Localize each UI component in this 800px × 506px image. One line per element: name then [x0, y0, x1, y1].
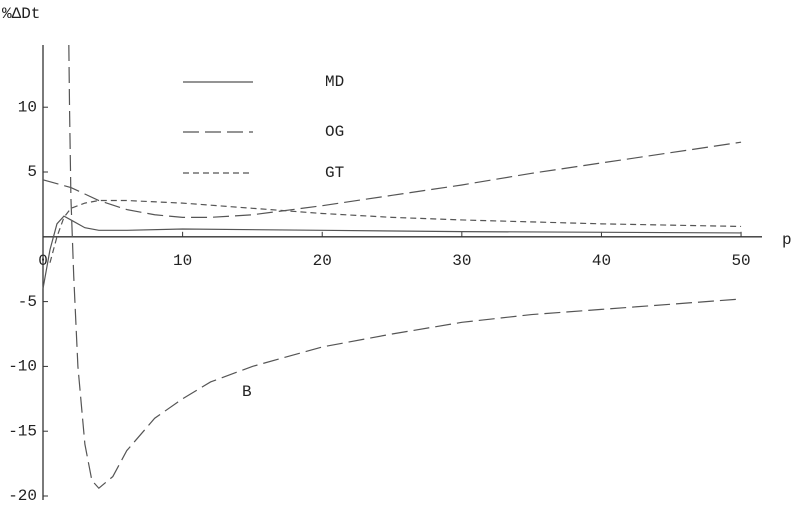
legend-label: MD	[325, 73, 344, 91]
x-tick-label: 0	[38, 252, 48, 270]
y-tick-label: -10	[8, 358, 37, 376]
x-tick-label: 20	[313, 252, 332, 270]
y-axis-label: %ΔDt	[2, 5, 40, 23]
legend-label: OG	[325, 123, 344, 141]
y-tick-label: 5	[27, 163, 37, 181]
y-tick-label: 10	[18, 98, 37, 116]
line-series	[49, 199, 742, 263]
line-series	[42, 215, 742, 289]
x-tick-label: 30	[452, 252, 471, 270]
x-axis-label: p	[782, 231, 792, 249]
y-tick-label: -15	[8, 422, 37, 440]
x-tick-label: 10	[173, 252, 192, 270]
legend-label: GT	[325, 164, 344, 182]
line-series	[42, 141, 742, 218]
x-tick-label: 50	[731, 252, 750, 270]
x-tick-label: 40	[592, 252, 611, 270]
y-tick-label: -20	[8, 487, 37, 505]
line-series	[68, 44, 742, 490]
y-tick-label: -5	[18, 293, 37, 311]
curve-label: B	[242, 383, 252, 401]
